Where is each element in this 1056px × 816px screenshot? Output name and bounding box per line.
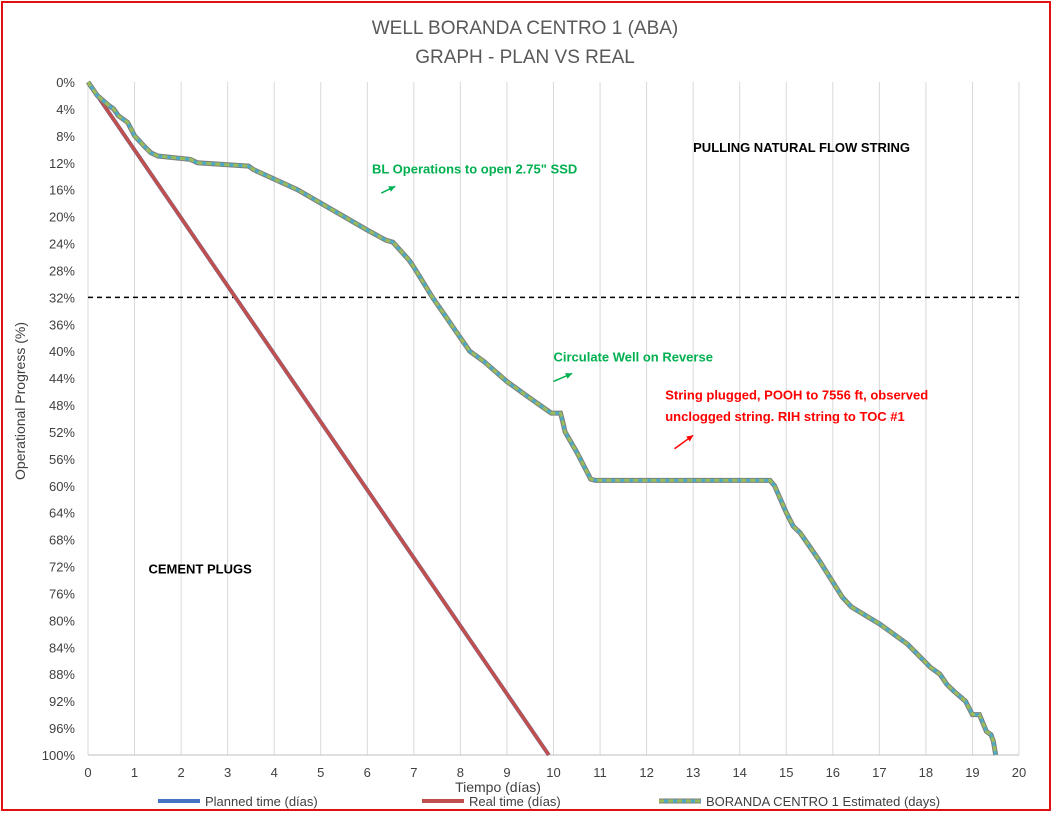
x-tick-label: 1 <box>131 765 138 780</box>
y-tick-label: 80% <box>49 613 75 628</box>
x-tick-label: 15 <box>779 765 793 780</box>
y-tick-label: 92% <box>49 694 75 709</box>
x-tick-label: 7 <box>410 765 417 780</box>
x-tick-label: 20 <box>1012 765 1026 780</box>
y-tick-label: 96% <box>49 721 75 736</box>
series-group <box>85 80 999 757</box>
x-tick-label: 3 <box>224 765 231 780</box>
annotation-0: BL Operations to open 2.75" SSD <box>372 162 577 177</box>
x-tick-label: 2 <box>177 765 184 780</box>
chart-title-line-1: WELL BORANDA CENTRO 1 (ABA) <box>372 18 679 39</box>
y-tick-label: 40% <box>49 344 75 359</box>
y-tick-label: 48% <box>49 398 75 413</box>
x-tick-label: 11 <box>593 765 607 780</box>
y-tick-label: 12% <box>49 156 75 171</box>
y-tick-label: 100% <box>42 748 76 763</box>
x-tick-label: 13 <box>686 765 700 780</box>
x-tick-label: 8 <box>457 765 464 780</box>
x-tick-label: 4 <box>271 765 278 780</box>
x-tick-label: 12 <box>639 765 653 780</box>
x-tick-label: 5 <box>317 765 324 780</box>
y-tick-label: 88% <box>49 667 75 682</box>
series-estimated <box>86 81 998 756</box>
x-tick-label: 19 <box>965 765 979 780</box>
y-axis-label: Operational Progress (%) <box>12 322 28 480</box>
x-tick-label: 14 <box>732 765 746 780</box>
legend: Planned time (días) Real time (días) BORAN… <box>158 794 940 809</box>
x-tick-label: 10 <box>546 765 560 780</box>
y-tick-label: 32% <box>49 290 75 305</box>
y-tick-label: 56% <box>49 452 75 467</box>
legend-label-0: Planned time (días) <box>205 794 318 809</box>
y-tick-label: 0% <box>56 75 75 90</box>
y-tick-label: 16% <box>49 183 75 198</box>
y-tick-label: 76% <box>49 586 75 601</box>
y-tick-label: 60% <box>49 479 75 494</box>
x-tick-label: 6 <box>364 765 371 780</box>
y-tick-label: 8% <box>56 129 75 144</box>
x-tick-label: 9 <box>503 765 510 780</box>
y-tick-label: 44% <box>49 371 75 386</box>
y-tick-label: 52% <box>49 425 75 440</box>
legend-label-2: BORANDA CENTRO 1 Estimated (days) <box>706 794 940 809</box>
annotation-arrowhead-4 <box>686 435 694 442</box>
chart-title-line-2: GRAPH - PLAN VS REAL <box>415 47 635 68</box>
x-axis-label: Tiempo (días) <box>455 779 541 795</box>
y-tick-label: 20% <box>49 210 75 225</box>
y-tick-label: 28% <box>49 263 75 278</box>
grid <box>87 82 1020 756</box>
annotations: BL Operations to open 2.75" SSD PULLING N… <box>149 140 929 576</box>
x-tick-label: 16 <box>826 765 840 780</box>
legend-label-1: Real time (días) <box>469 794 561 809</box>
y-tick-label: 72% <box>49 560 75 575</box>
annotation-arrowhead-2 <box>565 373 573 379</box>
annotation-3: String plugged, POOH to 7556 ft, observe… <box>665 388 928 403</box>
x-tick-label: 17 <box>872 765 886 780</box>
y-tick-label: 84% <box>49 640 75 655</box>
y-tick-label: 64% <box>49 506 75 521</box>
annotation-4: unclogged string. RIH string to TOC #1 <box>665 409 905 424</box>
annotation-2: Circulate Well on Reverse <box>554 349 713 364</box>
x-tick-label: 0 <box>84 765 91 780</box>
annotation-5: CEMENT PLUGS <box>149 561 253 576</box>
annotation-1: PULLING NATURAL FLOW STRING <box>693 140 910 155</box>
y-tick-label: 4% <box>56 102 75 117</box>
y-tick-label: 24% <box>49 237 75 252</box>
annotation-arrowhead-0 <box>388 186 396 192</box>
tick-labels: 0 1 2 3 4 5 6 7 8 9 10 11 12 13 14 15 16 17 18 19 200%4%8%12… <box>42 75 1026 780</box>
series-real-time <box>86 81 551 756</box>
y-tick-label: 68% <box>49 533 75 548</box>
y-tick-label: 36% <box>49 317 75 332</box>
x-tick-label: 18 <box>919 765 933 780</box>
